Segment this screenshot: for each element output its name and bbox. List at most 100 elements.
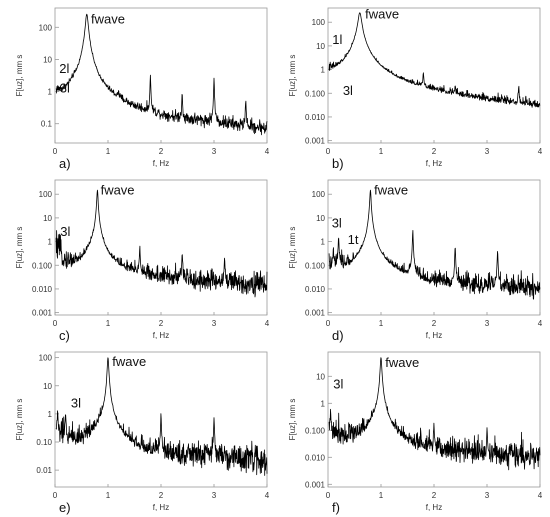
- peak-annotation: 3l: [332, 215, 342, 230]
- y-tick-label: 1: [48, 88, 53, 97]
- y-tick-label: 100: [312, 18, 326, 27]
- y-tick-label: 100: [39, 190, 53, 199]
- x-tick-label: 4: [265, 319, 270, 328]
- axes-frame: [327, 179, 541, 316]
- x-tick-label: 2: [159, 319, 164, 328]
- x-tick-label: 2: [432, 319, 437, 328]
- peak-annotation: fwave: [374, 183, 408, 198]
- spectrum-panel: 0 1 2 3 4 0.001 0.010 0.100 1 10 f, Hz F[uz], mm s f…: [288, 351, 543, 515]
- y-tick-label: 0.10: [36, 438, 52, 447]
- y-tick-label: 0.100: [305, 426, 326, 435]
- axes-frame: [327, 7, 541, 144]
- peak-annotation: 1l: [332, 32, 342, 47]
- y-tick-label: 100: [39, 354, 53, 363]
- peak-annotation: 2l: [59, 61, 69, 76]
- peak-annotation: 3l: [343, 83, 353, 98]
- y-tick-label: 10: [43, 214, 52, 223]
- x-tick-label: 1: [379, 147, 384, 156]
- x-tick-label: 3: [212, 319, 217, 328]
- y-tick-label: 10: [43, 55, 52, 64]
- peak-annotation: 3l: [60, 224, 70, 239]
- spectrum-line: [55, 189, 268, 298]
- y-axis-label: F[uz], mm s: [15, 55, 24, 97]
- peak-annotation: 1t: [348, 232, 359, 247]
- x-tick-label: 4: [538, 319, 543, 328]
- spectrum-panel: 0 1 2 3 4 0.001 0.010 0.100 1 10 100 f, Hz F[uz], mm…: [15, 179, 270, 343]
- y-tick-label: 1: [48, 410, 53, 419]
- x-tick-label: 0: [326, 319, 331, 328]
- panel-label: e): [59, 500, 71, 515]
- y-tick-label: 100: [312, 190, 326, 199]
- y-tick-label: 0.001: [32, 309, 53, 318]
- x-tick-label: 1: [106, 319, 111, 328]
- peak-annotation: fwave: [365, 7, 399, 22]
- x-tick-label: 3: [485, 491, 490, 500]
- axes-frame: [327, 351, 541, 488]
- y-axis-label: F[uz], mm s: [15, 399, 24, 441]
- peak-annotation: 3l: [71, 395, 81, 410]
- spectrum-line: [328, 189, 541, 300]
- y-tick-label: 0.1: [41, 120, 53, 129]
- y-tick-label: 0.001: [305, 480, 326, 489]
- y-tick-label: 0.010: [32, 285, 53, 294]
- x-tick-label: 0: [53, 147, 58, 156]
- x-tick-label: 1: [379, 491, 384, 500]
- y-tick-label: 1: [321, 66, 326, 75]
- y-tick-label: 0.010: [305, 113, 326, 122]
- panel-label: a): [59, 156, 71, 171]
- x-tick-label: 2: [432, 491, 437, 500]
- spectrum-panel: 0 1 2 3 4 0.1 1 10 100 f, Hz F[uz], mm s a) 2l 3l fwav…: [15, 7, 270, 171]
- x-axis-label: f, Hz: [426, 503, 442, 512]
- x-tick-label: 1: [106, 491, 111, 500]
- y-axis-label: F[uz], mm s: [15, 227, 24, 269]
- x-axis-label: f, Hz: [153, 331, 169, 340]
- panel-label: c): [59, 328, 70, 343]
- y-tick-label: 0.100: [32, 261, 53, 270]
- x-tick-label: 4: [538, 147, 543, 156]
- y-tick-label: 10: [316, 42, 325, 51]
- spectrum-line: [328, 357, 541, 471]
- y-tick-label: 0.010: [305, 285, 326, 294]
- x-axis-label: f, Hz: [153, 159, 169, 168]
- x-tick-label: 2: [159, 147, 164, 156]
- panel-label: b): [332, 156, 344, 171]
- y-tick-label: 0.001: [305, 137, 326, 146]
- y-tick-label: 1: [321, 238, 326, 247]
- y-tick-label: 0.01: [36, 466, 52, 475]
- y-tick-label: 100: [39, 23, 53, 32]
- x-tick-label: 4: [538, 491, 543, 500]
- x-axis-label: f, Hz: [426, 159, 442, 168]
- y-tick-label: 10: [316, 372, 325, 381]
- x-tick-label: 1: [106, 147, 111, 156]
- peak-annotation: fwave: [101, 183, 135, 198]
- y-tick-label: 10: [43, 382, 52, 391]
- x-tick-label: 2: [159, 491, 164, 500]
- spectrum-panel: 0 1 2 3 4 0.001 0.010 0.100 1 10 100 f, Hz F[uz], mm…: [288, 179, 543, 343]
- spectrum-panel: 0 1 2 3 4 0.001 0.010 0.100 1 10 100 f, Hz F[uz], mm…: [288, 7, 543, 171]
- peak-annotation: fwave: [112, 354, 146, 369]
- x-axis-label: f, Hz: [426, 331, 442, 340]
- peak-annotation: 3l: [333, 377, 343, 392]
- x-tick-label: 3: [212, 491, 217, 500]
- peak-annotation: 3l: [60, 80, 70, 95]
- spectrum-line: [328, 12, 541, 108]
- y-tick-label: 0.100: [305, 261, 326, 270]
- y-tick-label: 1: [48, 238, 53, 247]
- x-axis-label: f, Hz: [153, 503, 169, 512]
- x-tick-label: 3: [212, 147, 217, 156]
- x-tick-label: 4: [265, 147, 270, 156]
- spectrum-line: [55, 357, 268, 476]
- y-axis-label: F[uz], mm s: [288, 227, 297, 269]
- spectrum-panel: 0 1 2 3 4 0.01 0.10 1 10 100 f, Hz F[uz], mm s e) 3l f…: [15, 351, 270, 515]
- x-tick-label: 3: [485, 319, 490, 328]
- x-tick-label: 4: [265, 491, 270, 500]
- y-tick-label: 0.010: [305, 453, 326, 462]
- panel-label: d): [332, 328, 344, 343]
- x-tick-label: 1: [379, 319, 384, 328]
- peak-annotation: fwave: [91, 12, 125, 27]
- x-tick-label: 0: [326, 491, 331, 500]
- y-axis-label: F[uz], mm s: [288, 55, 297, 97]
- peak-annotation: fwave: [385, 355, 419, 370]
- y-tick-label: 0.001: [305, 309, 326, 318]
